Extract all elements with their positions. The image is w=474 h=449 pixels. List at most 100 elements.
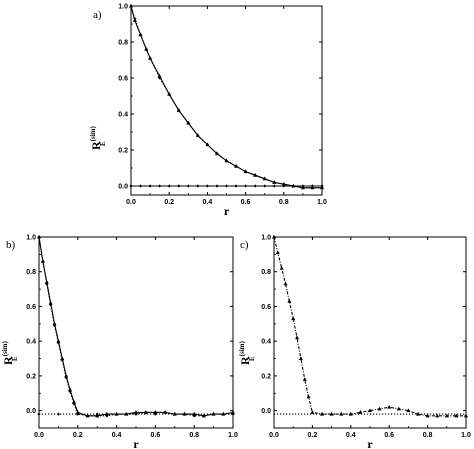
y-tick-label: 0.6 xyxy=(261,304,271,311)
data-point-diamond xyxy=(177,184,181,188)
data-point-diamond xyxy=(224,159,229,163)
data-point-diamond xyxy=(301,186,305,190)
data-point-triangle xyxy=(358,410,363,414)
data-point-triangle xyxy=(435,413,440,418)
data-point-triangle xyxy=(310,410,315,414)
data-point-diamond xyxy=(45,282,49,286)
data-point-diamond xyxy=(144,47,148,51)
data-point-diamond xyxy=(244,184,248,188)
x-tick-label: 0.4 xyxy=(203,199,213,206)
y-tick-label: 0.8 xyxy=(261,269,271,276)
y-axis-title-sup: (sim) xyxy=(238,340,246,356)
x-tick-label: 0.6 xyxy=(241,199,251,206)
data-point-diamond xyxy=(105,414,109,418)
y-tick-label: 1.0 xyxy=(118,4,128,11)
panel-label: c) xyxy=(240,239,249,251)
data-point-triangle xyxy=(454,413,459,418)
data-point-diamond xyxy=(158,184,162,188)
data-point-diamond xyxy=(272,184,276,188)
data-point-triangle xyxy=(283,281,288,286)
data-point-diamond xyxy=(186,121,190,125)
data-point-diamond xyxy=(192,412,196,416)
data-point-diamond xyxy=(182,412,187,416)
plot-frame-2 xyxy=(38,236,234,429)
data-point-diamond xyxy=(148,184,152,188)
y-tick-label: 0.2 xyxy=(26,373,36,380)
series-line-1 xyxy=(38,236,234,417)
data-point-diamond xyxy=(196,184,200,188)
x-tick-label: 0.2 xyxy=(164,199,174,206)
y-axis-title-sup: (sim) xyxy=(89,125,97,141)
y-tick-label: 0.0 xyxy=(261,408,271,415)
data-point-diamond xyxy=(212,412,216,416)
x-tick-label: 0.8 xyxy=(279,199,289,206)
y-tick-label: 0.4 xyxy=(261,339,271,346)
data-point-diamond xyxy=(173,412,177,416)
data-point-diamond xyxy=(56,412,60,416)
x-tick-label: 0.0 xyxy=(269,432,279,439)
y-tick-label: 0.6 xyxy=(118,76,128,83)
x-tick-label: 0.0 xyxy=(34,432,44,439)
y-tick-label: 1.0 xyxy=(261,235,271,242)
data-point-diamond xyxy=(64,376,68,380)
y-tick-label: 0.2 xyxy=(118,148,128,155)
plot-frame-1 xyxy=(130,5,323,196)
y-tick-label: 0.2 xyxy=(261,373,271,380)
data-point-diamond xyxy=(221,412,225,416)
data-point-diamond xyxy=(148,56,152,60)
x-tick-label: 0.4 xyxy=(112,432,122,439)
data-point-triangle xyxy=(287,298,292,303)
data-point-diamond xyxy=(253,173,257,177)
data-point-diamond xyxy=(310,184,315,188)
panel-label: b) xyxy=(6,239,16,251)
data-point-triangle xyxy=(444,413,449,418)
data-point-diamond xyxy=(134,412,138,416)
data-point-diamond xyxy=(234,184,238,188)
data-point-diamond xyxy=(282,184,286,188)
data-point-diamond xyxy=(253,184,257,188)
data-point-diamond xyxy=(282,182,286,186)
x-tick-label: 0.2 xyxy=(308,432,318,439)
series-line-1 xyxy=(273,236,466,417)
data-point-triangle xyxy=(368,408,372,413)
data-point-diamond xyxy=(320,184,324,188)
data-point-diamond xyxy=(72,402,76,406)
y-axis-title-sub: E xyxy=(11,356,19,361)
data-point-diamond xyxy=(163,410,167,414)
data-point-triangle xyxy=(68,387,73,392)
x-tick-label: 1.0 xyxy=(317,199,327,206)
data-point-diamond xyxy=(320,186,324,190)
data-point-diamond xyxy=(224,184,229,188)
data-point-diamond xyxy=(85,414,90,418)
data-point-diamond xyxy=(215,184,219,188)
data-point-triangle xyxy=(425,413,430,418)
data-point-triangle xyxy=(134,410,138,414)
data-point-diamond xyxy=(177,108,181,112)
x-tick-label: 0.4 xyxy=(346,432,356,439)
data-point-triangle xyxy=(275,250,280,255)
data-point-diamond xyxy=(115,412,119,416)
data-point-diamond xyxy=(153,410,157,414)
x-tick-label: 0.8 xyxy=(423,432,433,439)
y-axis-title-main: R xyxy=(1,356,15,365)
data-point-diamond xyxy=(205,143,209,147)
y-tick-label: 0.0 xyxy=(26,408,36,415)
data-point-triangle xyxy=(71,399,76,404)
data-point-diamond xyxy=(301,184,305,188)
data-point-triangle xyxy=(272,234,276,239)
data-point-diamond xyxy=(153,412,157,416)
data-point-triangle xyxy=(298,356,303,361)
x-axis-title: r xyxy=(367,437,373,449)
y-tick-label: 0.6 xyxy=(26,304,36,311)
panel-label: a) xyxy=(93,9,102,21)
data-point-triangle xyxy=(406,408,411,413)
data-point-diamond xyxy=(234,164,238,168)
plot-frame-3 xyxy=(273,236,467,429)
y-axis-title-sub: E xyxy=(99,141,107,146)
data-point-diamond xyxy=(95,414,99,418)
y-axis-title-sub: E xyxy=(248,356,256,361)
x-tick-label: 1.0 xyxy=(228,432,238,439)
data-point-diamond xyxy=(202,414,206,418)
data-point-diamond xyxy=(138,33,143,37)
